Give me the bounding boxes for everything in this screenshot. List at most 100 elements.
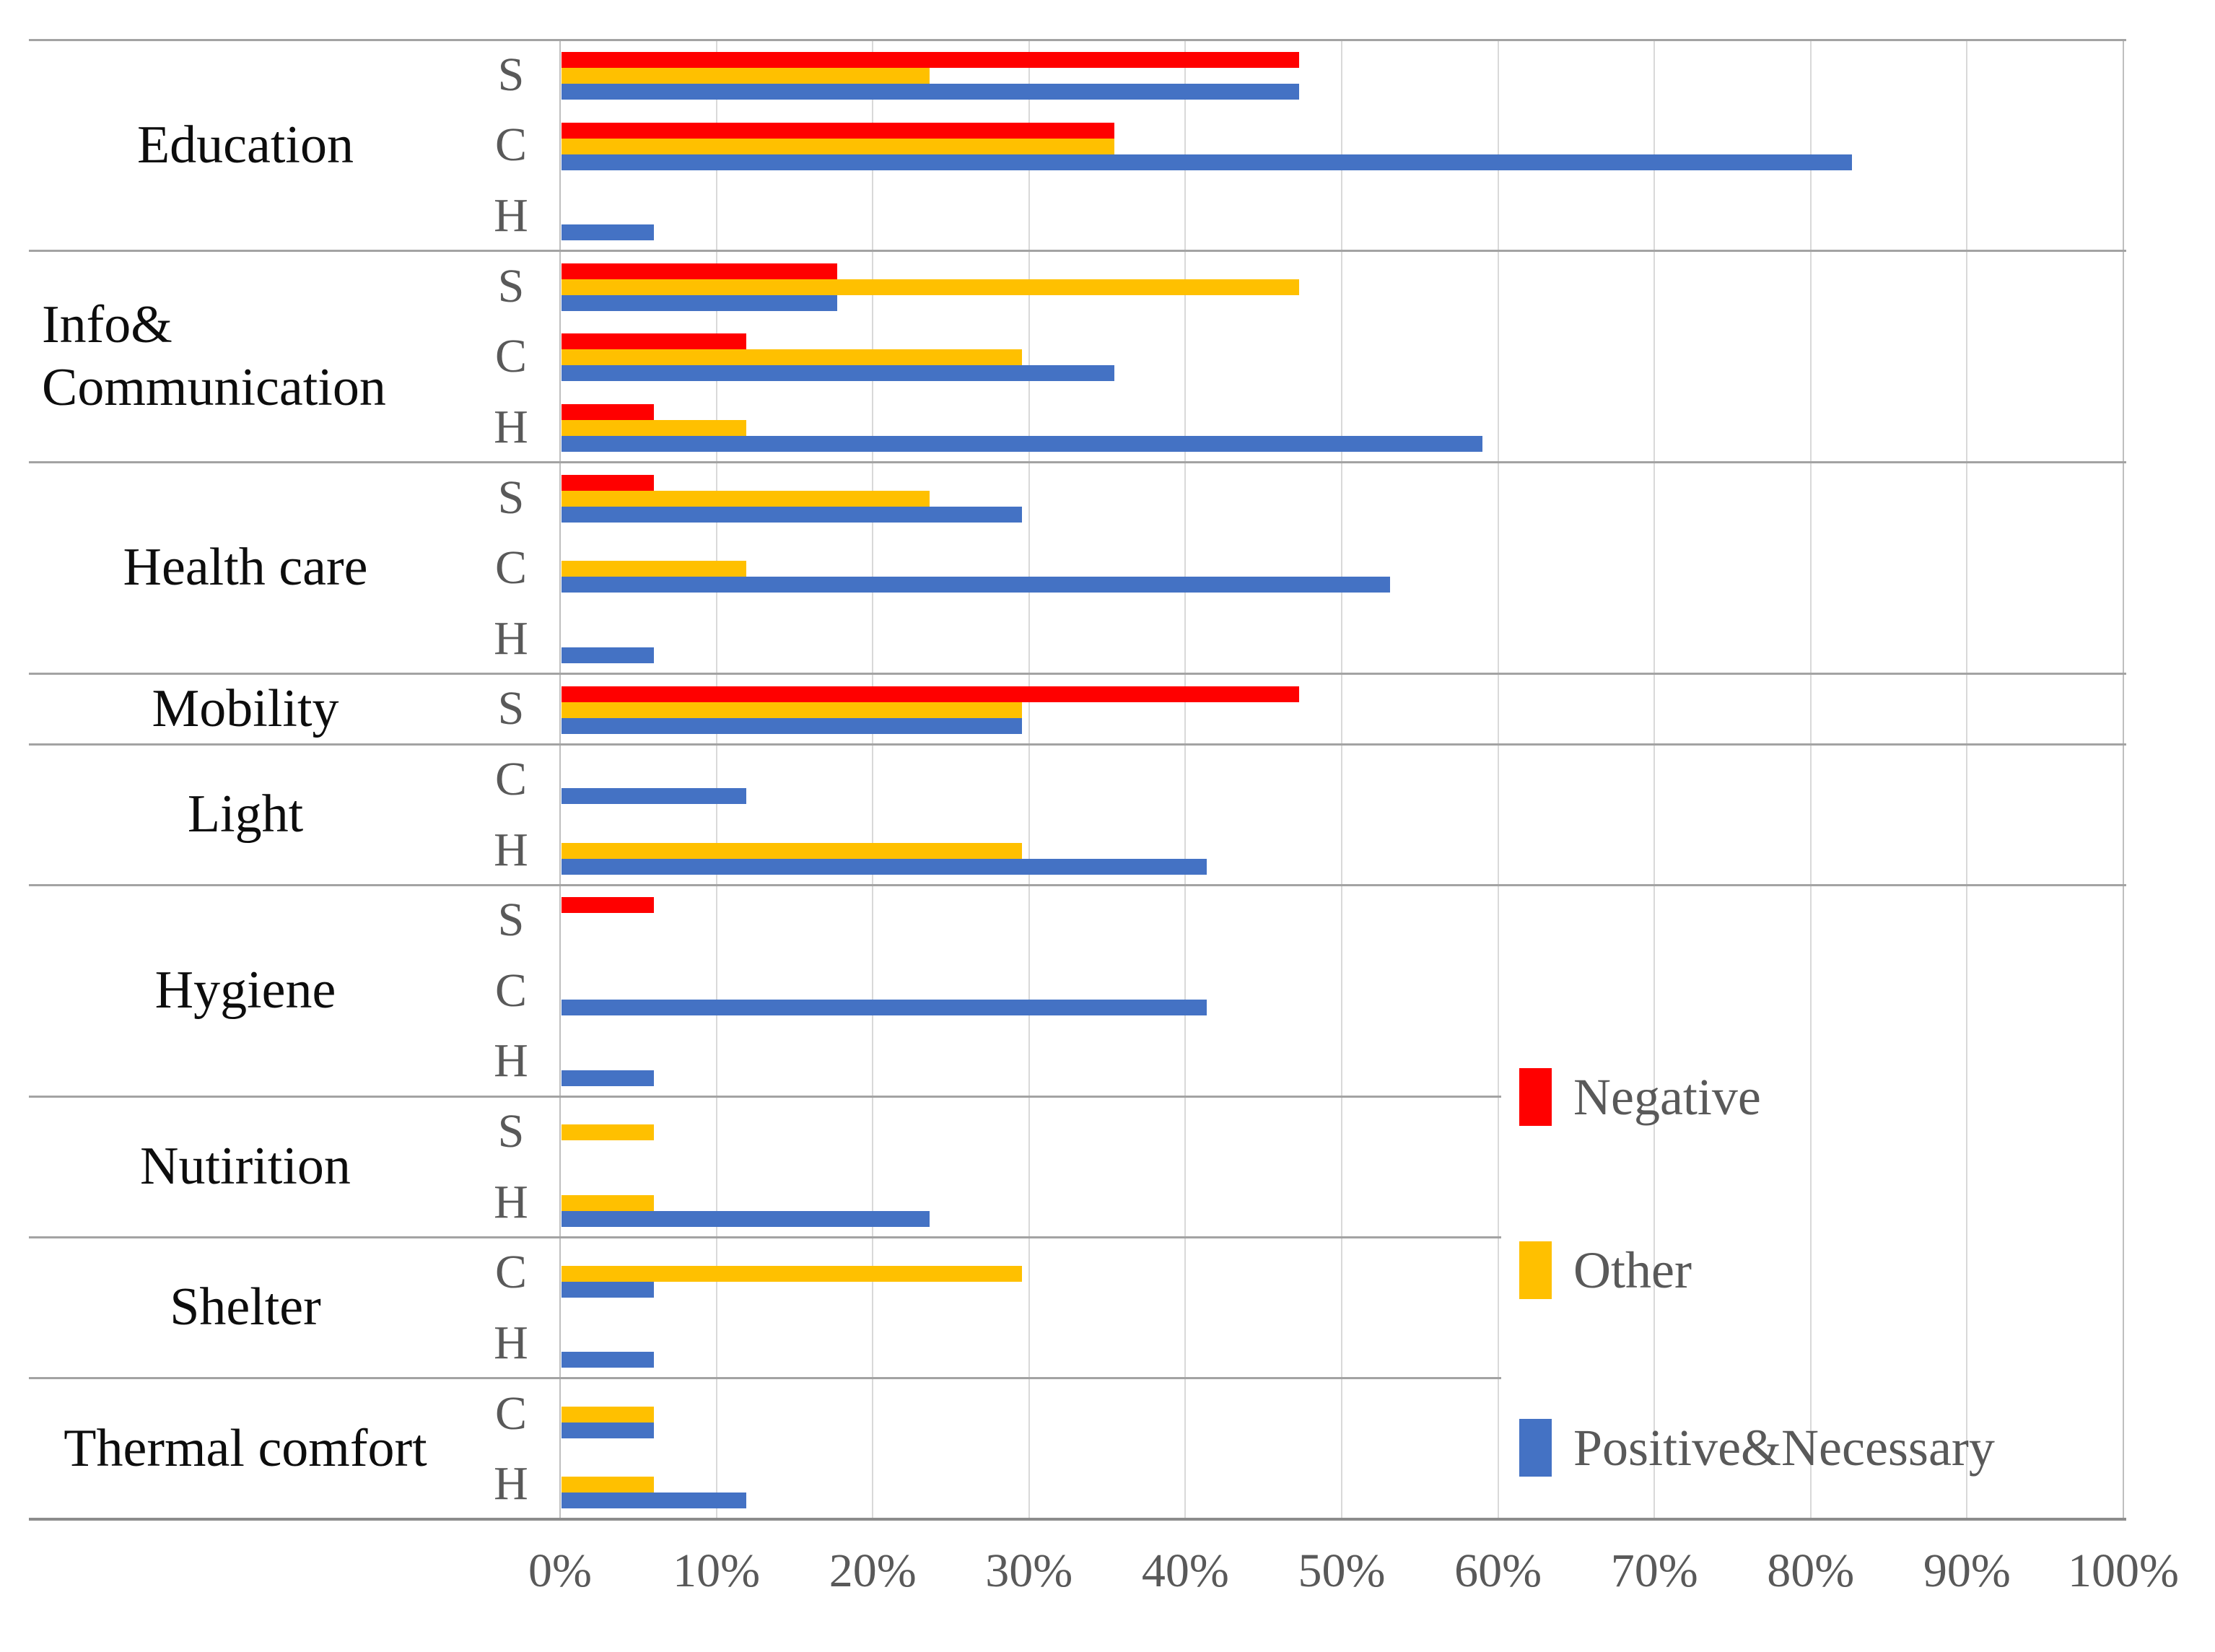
x-tick-60: 60% <box>1454 1544 1542 1597</box>
bar-health-care-h-positive-necessary <box>562 647 655 663</box>
category-label-thermal-comfort: Thermal comfort <box>64 1418 427 1478</box>
gridline-100pct <box>2123 40 2124 1519</box>
subcategory-label-nutirition-s: S <box>497 1105 525 1158</box>
bar-health-care-c-positive-necessary <box>562 577 1390 593</box>
subcategory-label-education-s: S <box>497 48 525 101</box>
bar-thermal-comfort-h-positive-necessary <box>562 1493 747 1509</box>
group-divider-6 <box>29 1095 1501 1098</box>
group-divider-4 <box>29 743 2126 746</box>
bar-nutirition-s-other <box>562 1124 655 1141</box>
legend-label-negative: Negative <box>1573 1068 1761 1126</box>
x-tick-10: 10% <box>673 1544 761 1597</box>
subcategory-label-health-care-h: H <box>494 611 528 665</box>
group-divider-2 <box>29 461 2126 464</box>
bar-info-communication-c-positive-necessary <box>562 365 1114 382</box>
subcategory-label-nutirition-h: H <box>494 1175 528 1228</box>
bar-shelter-c-other <box>562 1265 1022 1282</box>
bar-info-communication-h-positive-necessary <box>562 436 1482 453</box>
subcategory-label-mobility-s: S <box>497 682 525 735</box>
x-tick-20: 20% <box>829 1544 917 1597</box>
subcategory-label-info-communication-s: S <box>497 259 525 313</box>
gridline-20pct <box>872 40 874 1519</box>
bar-info-communication-s-negative <box>562 263 837 279</box>
subcategory-label-education-c: C <box>494 118 528 172</box>
category-label-info-communication: Info& Communication <box>42 294 386 418</box>
gridline-50pct <box>1341 40 1342 1519</box>
bar-nutirition-h-positive-necessary <box>562 1210 930 1227</box>
x-tick-80: 80% <box>1767 1544 1855 1597</box>
bar-mobility-s-positive-necessary <box>562 717 1022 734</box>
gridline-90pct <box>1966 40 1968 1519</box>
subcategory-label-thermal-comfort-c: C <box>494 1386 528 1440</box>
bar-light-h-positive-necessary <box>562 858 1207 875</box>
bar-mobility-s-other <box>562 702 1022 718</box>
subcategory-label-hygiene-s: S <box>497 893 525 947</box>
category-label-health-care: Health care <box>123 538 368 598</box>
legend-label-other: Other <box>1573 1241 1692 1299</box>
gridline-40pct <box>1184 40 1187 1519</box>
bar-info-communication-s-positive-necessary <box>562 294 837 311</box>
subcategory-label-shelter-h: H <box>494 1316 528 1369</box>
bar-info-communication-h-negative <box>562 404 655 421</box>
bar-info-communication-c-other <box>562 349 1022 366</box>
category-label-mobility: Mobility <box>152 678 339 738</box>
legend-swatch-negative <box>1519 1068 1552 1126</box>
x-tick-90: 90% <box>1923 1544 2011 1597</box>
bar-nutirition-h-other <box>562 1194 655 1211</box>
bar-thermal-comfort-c-other <box>562 1406 655 1422</box>
x-tick-30: 30% <box>985 1544 1073 1597</box>
category-label-hygiene: Hygiene <box>154 961 336 1021</box>
gridline-0pct <box>559 40 561 1519</box>
bar-health-care-s-positive-necessary <box>562 506 1022 523</box>
bar-education-c-negative <box>562 122 1114 139</box>
bar-education-s-positive-necessary <box>562 84 1300 100</box>
subcategory-label-light-h: H <box>494 823 528 876</box>
group-divider-7 <box>29 1236 1501 1239</box>
category-axis-line <box>29 1518 2126 1521</box>
bar-health-care-c-other <box>562 561 747 577</box>
bar-education-c-other <box>562 138 1114 154</box>
bar-shelter-h-positive-necessary <box>562 1352 655 1368</box>
subcategory-label-health-care-c: C <box>494 541 528 595</box>
group-divider-0 <box>29 38 2126 41</box>
legend-swatch-positive-necessary <box>1519 1419 1552 1477</box>
bar-shelter-c-positive-necessary <box>562 1281 655 1298</box>
gridline-10pct <box>715 40 717 1519</box>
subcategory-label-light-c: C <box>494 753 528 805</box>
subcategory-label-thermal-comfort-h: H <box>494 1457 528 1511</box>
group-divider-5 <box>29 883 2126 886</box>
bar-thermal-comfort-h-other <box>562 1477 655 1493</box>
gridline-30pct <box>1028 40 1030 1519</box>
x-tick-70: 70% <box>1610 1544 1698 1597</box>
bar-health-care-s-negative <box>562 474 655 491</box>
category-label-education: Education <box>136 115 354 175</box>
bar-education-c-positive-necessary <box>562 154 1853 170</box>
subcategory-label-hygiene-c: C <box>494 963 528 1017</box>
bar-hygiene-c-positive-necessary <box>562 1000 1207 1016</box>
bar-mobility-s-negative <box>562 686 1300 702</box>
bar-hygiene-s-negative <box>562 897 655 914</box>
x-tick-0: 0% <box>528 1544 592 1597</box>
bar-education-h-positive-necessary <box>562 224 655 241</box>
bar-thermal-comfort-c-positive-necessary <box>562 1422 655 1438</box>
subcategory-label-shelter-c: C <box>494 1246 528 1299</box>
bar-hygiene-h-positive-necessary <box>562 1070 655 1086</box>
x-tick-40: 40% <box>1141 1544 1229 1597</box>
legend-label-positive-necessary: Positive&Necessary <box>1573 1419 1995 1477</box>
bar-info-communication-h-other <box>562 420 747 437</box>
legend-swatch-other <box>1519 1241 1552 1299</box>
subcategory-label-info-communication-h: H <box>494 400 528 453</box>
bar-education-s-other <box>562 68 930 84</box>
bar-health-care-s-other <box>562 490 930 507</box>
subcategory-label-info-communication-c: C <box>494 330 528 383</box>
gridline-60pct <box>1497 40 1499 1519</box>
bar-education-s-negative <box>562 52 1300 68</box>
group-divider-3 <box>29 673 2126 676</box>
group-divider-1 <box>29 250 2126 253</box>
x-tick-100: 100% <box>2068 1544 2179 1597</box>
category-label-light: Light <box>187 785 304 844</box>
gridline-70pct <box>1653 40 1656 1519</box>
gridline-80pct <box>1809 40 1812 1519</box>
bar-light-c-positive-necessary <box>562 788 747 805</box>
